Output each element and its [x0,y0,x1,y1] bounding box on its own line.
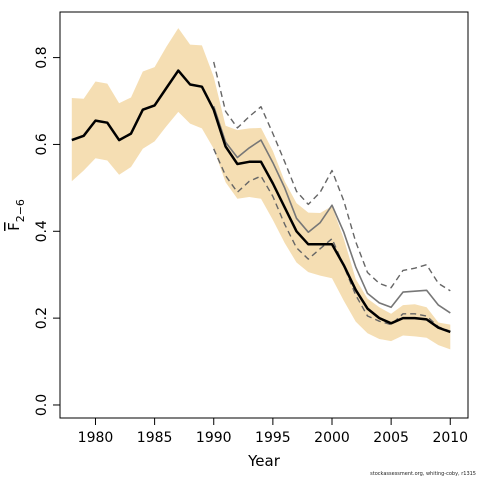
x-tick-label: 2000 [314,430,350,446]
y-tick-label: 0.6 [34,133,50,155]
svg-text:F2−6: F2−6 [5,199,27,231]
y-tick-label: 0.0 [34,394,50,416]
y-tick-label: 0.2 [34,307,50,329]
x-tick-label: 2010 [432,430,468,446]
plot-frame [59,11,469,419]
x-tick-label: 1980 [78,430,114,446]
x-tick-label: 1995 [255,430,291,446]
y-axis-title: F2−6 [5,199,27,231]
x-tick-label: 2005 [373,430,409,446]
y-axis-title-main: F [5,222,23,231]
series-layer [71,28,451,350]
x-axis-title: Year [247,452,281,470]
confidence-band [71,28,451,350]
x-tick-label: 1985 [137,430,173,446]
x-tick-label: 1990 [196,430,232,446]
series-line-dashed-3 [213,148,451,332]
x-axis: 1980 1985 1990 1995 2000 2005 2010 [78,418,468,446]
y-tick-label: 0.8 [34,46,50,68]
y-axis-title-subscript: 2−6 [14,199,27,222]
y-axis: 0.0 0.2 0.4 0.6 0.8 [34,46,60,416]
series-line-estimate [71,69,451,334]
credit-text: stockassessment.org, whiting-coby, r1315 [370,471,476,477]
series-line-solid-2 [212,105,451,314]
series-line-dashed-1 [213,61,451,292]
y-tick-label: 0.4 [34,220,50,242]
